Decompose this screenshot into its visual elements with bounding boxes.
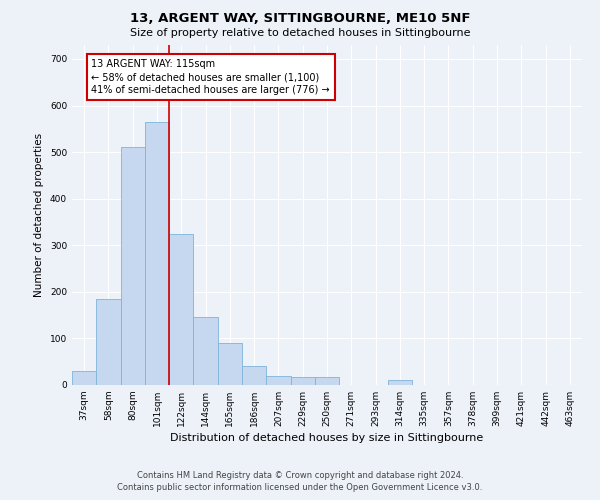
Y-axis label: Number of detached properties: Number of detached properties [34,133,44,297]
Bar [121,148,145,385]
Bar [169,234,193,385]
X-axis label: Distribution of detached houses by size in Sittingbourne: Distribution of detached houses by size … [170,433,484,443]
Text: Contains HM Land Registry data © Crown copyright and database right 2024.
Contai: Contains HM Land Registry data © Crown c… [118,471,482,492]
Bar [193,318,218,385]
Bar [266,376,290,385]
Bar [242,366,266,385]
Bar [145,122,169,385]
Bar [72,371,96,385]
Text: 13 ARGENT WAY: 115sqm
← 58% of detached houses are smaller (1,100)
41% of semi-d: 13 ARGENT WAY: 115sqm ← 58% of detached … [91,59,330,96]
Bar [218,343,242,385]
Bar [388,380,412,385]
Text: Size of property relative to detached houses in Sittingbourne: Size of property relative to detached ho… [130,28,470,38]
Text: 13, ARGENT WAY, SITTINGBOURNE, ME10 5NF: 13, ARGENT WAY, SITTINGBOURNE, ME10 5NF [130,12,470,26]
Bar [290,376,315,385]
Bar [96,299,121,385]
Bar [315,376,339,385]
